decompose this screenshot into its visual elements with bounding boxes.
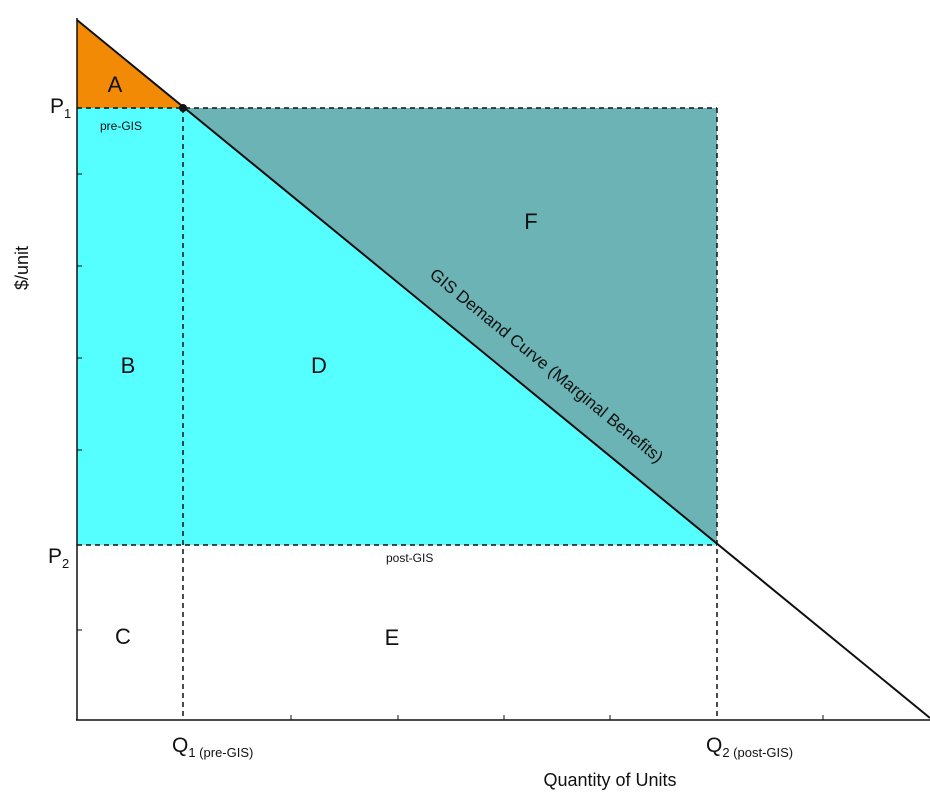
region-b-label: B: [121, 353, 136, 378]
q1-label: Q1 (pre-GIS): [172, 734, 253, 760]
p1-note: pre-GIS: [100, 119, 142, 133]
p1-label: P1: [50, 95, 71, 121]
region-c-label: C: [115, 624, 131, 649]
svg-text:P2: P2: [48, 545, 69, 571]
guide-lines: [77, 107, 718, 720]
region-a-label: A: [108, 72, 123, 97]
svg-text:P1: P1: [50, 95, 71, 121]
q2-label: Q2 (post-GIS): [706, 734, 793, 760]
p2-note: post-GIS: [386, 551, 433, 565]
svg-text:Q2 (post-GIS): Q2 (post-GIS): [706, 734, 793, 760]
x-axis-ticks: [290, 715, 824, 720]
y-axis-ticks: [77, 173, 82, 631]
region-f-label: F: [524, 209, 537, 234]
region-e-label: E: [385, 625, 400, 650]
pre-gis-equilibrium-point: [179, 104, 187, 112]
region-d-label: D: [311, 353, 327, 378]
region-b-d-fill: [77, 108, 717, 545]
x-axis-title: Quantity of Units: [543, 770, 676, 790]
demand-curve: [76, 19, 930, 719]
svg-text:Q1 (pre-GIS): Q1 (pre-GIS): [172, 734, 253, 760]
y-axis-title: $/unit: [12, 246, 32, 290]
p2-label: P2: [48, 545, 69, 571]
